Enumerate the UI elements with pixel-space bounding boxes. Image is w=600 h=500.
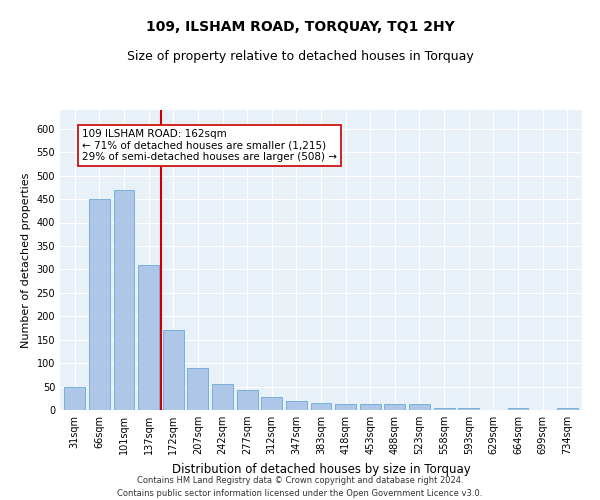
Bar <box>236 390 257 410</box>
Bar <box>458 408 479 410</box>
Bar <box>89 199 110 410</box>
Bar <box>286 400 307 410</box>
X-axis label: Distribution of detached houses by size in Torquay: Distribution of detached houses by size … <box>172 462 470 475</box>
Text: Contains public sector information licensed under the Open Government Licence v3: Contains public sector information licen… <box>118 488 482 498</box>
Bar <box>557 408 578 410</box>
Text: 109, ILSHAM ROAD, TORQUAY, TQ1 2HY: 109, ILSHAM ROAD, TORQUAY, TQ1 2HY <box>146 20 454 34</box>
Text: 109 ILSHAM ROAD: 162sqm
← 71% of detached houses are smaller (1,215)
29% of semi: 109 ILSHAM ROAD: 162sqm ← 71% of detache… <box>82 128 337 162</box>
Bar <box>335 404 356 410</box>
Text: Size of property relative to detached houses in Torquay: Size of property relative to detached ho… <box>127 50 473 63</box>
Text: Contains HM Land Registry data © Crown copyright and database right 2024.: Contains HM Land Registry data © Crown c… <box>137 476 463 485</box>
Bar <box>434 408 455 410</box>
Bar <box>508 408 529 410</box>
Bar <box>163 330 184 410</box>
Bar <box>360 404 381 410</box>
Bar <box>212 384 233 410</box>
Bar <box>113 190 134 410</box>
Y-axis label: Number of detached properties: Number of detached properties <box>21 172 31 348</box>
Bar <box>385 404 406 410</box>
Bar <box>187 368 208 410</box>
Bar <box>261 398 282 410</box>
Bar <box>138 264 159 410</box>
Bar <box>311 403 331 410</box>
Bar <box>409 404 430 410</box>
Bar <box>64 386 85 410</box>
